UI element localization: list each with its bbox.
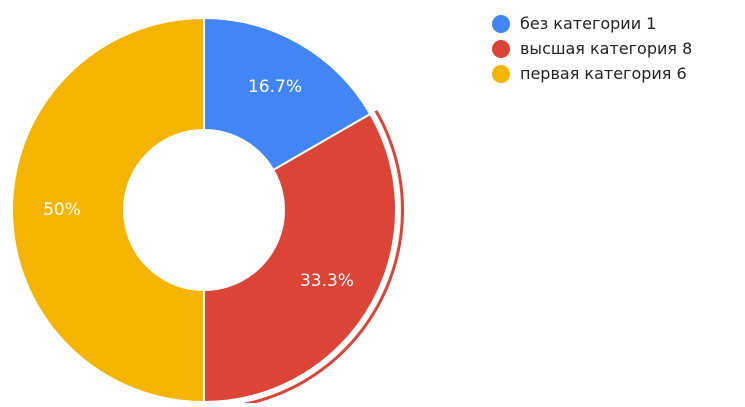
chart-legend: без категории 1 высшая категория 8 перва… bbox=[492, 12, 692, 87]
legend-swatch-icon bbox=[492, 64, 510, 83]
legend-label: без категории 1 bbox=[520, 14, 657, 33]
legend-label: первая категория 6 bbox=[520, 64, 687, 83]
slice-pervaya-kategoriya[interactable] bbox=[11, 16, 205, 404]
legend-item-bez-kategorii[interactable]: без категории 1 bbox=[492, 12, 692, 35]
legend-item-pervaya-kategoriya[interactable]: первая категория 6 bbox=[492, 62, 692, 85]
legend-label: высшая категория 8 bbox=[520, 39, 693, 58]
slice-label-vysshaya-kategoriya: 33.3% bbox=[300, 271, 354, 291]
legend-swatch-icon bbox=[492, 14, 510, 33]
legend-swatch-icon bbox=[492, 39, 510, 58]
legend-item-vysshaya-kategoriya[interactable]: высшая категория 8 bbox=[492, 37, 692, 60]
slice-label-pervaya-kategoriya: 50% bbox=[43, 200, 81, 220]
slice-label-bez-kategorii: 16.7% bbox=[248, 77, 302, 97]
slice-vysshaya-kategoriya[interactable] bbox=[203, 112, 397, 404]
slice-bez-kategorii[interactable] bbox=[203, 16, 372, 172]
